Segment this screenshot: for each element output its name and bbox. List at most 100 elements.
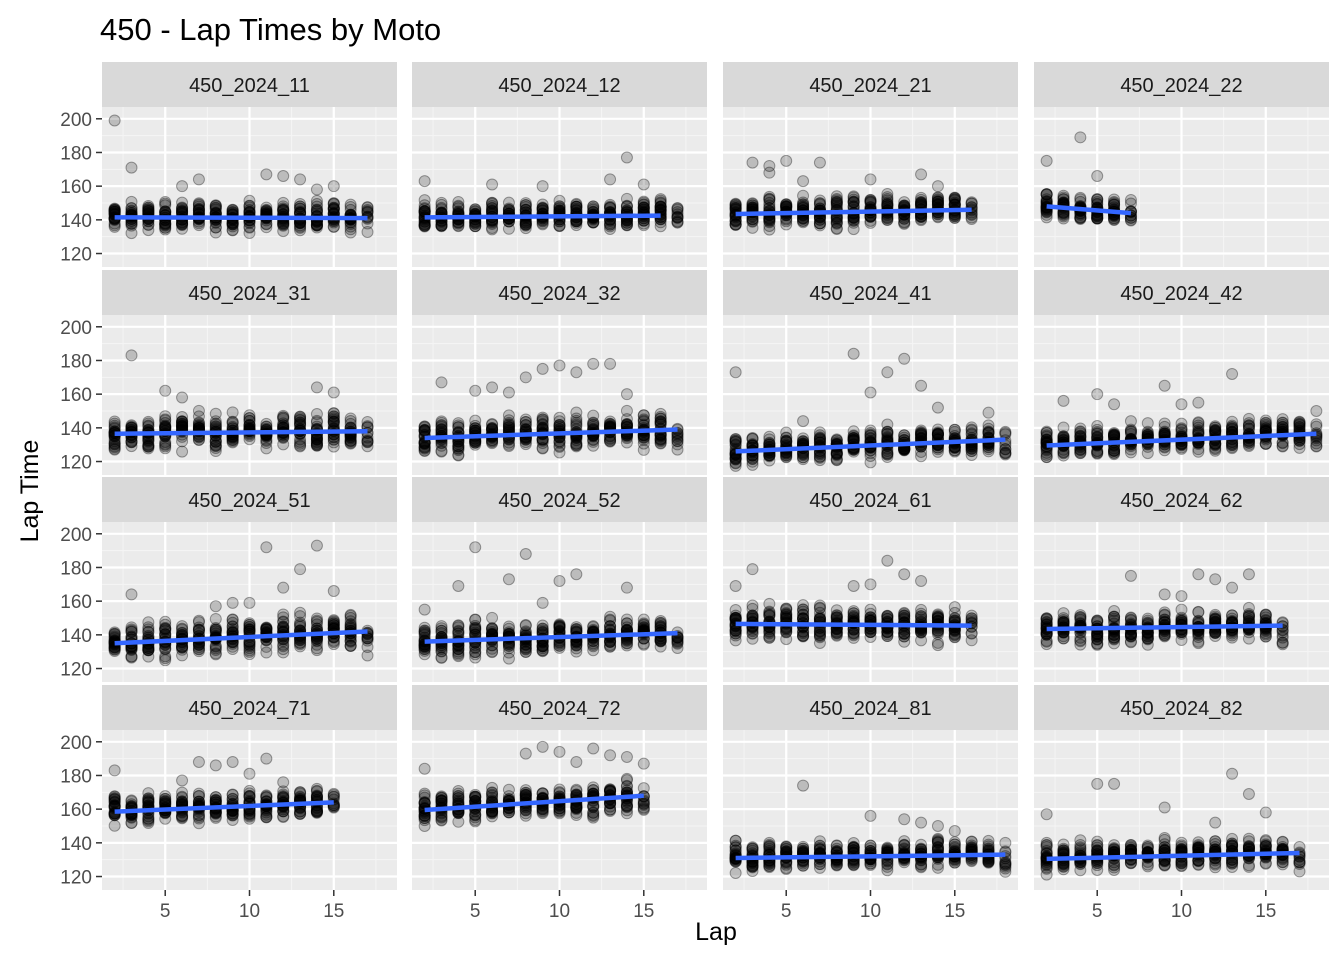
facet-strip [102, 62, 397, 107]
data-point [108, 203, 121, 216]
data-point-outlier [294, 563, 307, 576]
data-point [948, 601, 961, 614]
data-point [108, 220, 121, 233]
data-point-outlier [813, 156, 826, 169]
data-point-outlier [277, 581, 290, 594]
trend-line [114, 215, 368, 221]
data-point [536, 413, 549, 426]
facet-strip-label: 450_2024_42 [1120, 283, 1242, 305]
y-tick-label: 180 [60, 558, 92, 579]
data-point [1108, 429, 1121, 442]
data-point [344, 198, 357, 211]
data-point-outlier [915, 168, 928, 181]
data-point [327, 197, 340, 210]
data-point [176, 196, 189, 209]
data-point-outlier [553, 574, 566, 587]
data-point [277, 622, 290, 635]
data-point [108, 204, 121, 217]
data-point [159, 199, 172, 212]
data-point [671, 438, 684, 451]
data-point [192, 624, 205, 637]
data-point [553, 446, 566, 459]
data-point-outlier [898, 568, 911, 581]
data-point [763, 454, 776, 467]
data-point [1141, 632, 1154, 645]
data-point [486, 223, 499, 236]
data-point [469, 645, 482, 658]
data-point [847, 196, 860, 209]
data-point [813, 454, 826, 467]
data-point-outlier [1091, 388, 1104, 401]
data-point [108, 204, 121, 217]
data-point [125, 202, 138, 215]
data-point [294, 202, 307, 215]
data-point-outlier [780, 154, 793, 167]
data-point [898, 630, 911, 643]
data-point-outlier [310, 539, 323, 552]
data-point [192, 410, 205, 423]
data-point [486, 611, 499, 624]
data-point [142, 199, 155, 212]
data-point [142, 203, 155, 216]
data-point [797, 453, 810, 466]
data-point [344, 226, 357, 239]
data-point-outlier [797, 415, 810, 428]
data-point [125, 227, 138, 240]
data-point [1310, 418, 1323, 431]
data-point [243, 418, 256, 431]
data-point-outlier [519, 548, 532, 560]
facet-strip-label: 450_2024_51 [188, 490, 310, 512]
data-point-outlier [1040, 154, 1053, 167]
data-point [142, 224, 155, 237]
data-point [192, 197, 205, 210]
data-point [604, 619, 617, 632]
data-point [729, 634, 742, 647]
data-point [830, 223, 843, 236]
data-point [1057, 616, 1070, 629]
data-point [142, 203, 155, 216]
data-point [813, 426, 826, 439]
data-point [797, 599, 810, 612]
y-tick-label: 120 [60, 453, 92, 474]
data-point-outlier [553, 359, 566, 372]
data-point [435, 196, 448, 209]
data-point [729, 624, 742, 637]
data-point [864, 447, 877, 460]
data-point [159, 195, 172, 208]
data-point [108, 205, 121, 218]
data-point [142, 438, 155, 451]
facet-strip-label: 450_2024_32 [498, 283, 620, 305]
data-point [654, 615, 667, 628]
data-point [108, 219, 121, 232]
data-point [361, 201, 374, 214]
facet-strip-label: 450_2024_61 [809, 490, 931, 512]
data-point-outlier [452, 580, 465, 592]
facet-strip-label: 450_2024_52 [498, 490, 620, 512]
facet-panel-450_2024_32: 450_2024_32 [412, 270, 707, 475]
data-point [209, 221, 222, 234]
data-point-outlier [418, 603, 431, 616]
data-point [999, 425, 1012, 438]
data-point [864, 196, 877, 209]
data-point-outlier [982, 406, 995, 419]
data-point-outlier [847, 580, 860, 592]
data-point [502, 652, 515, 665]
data-point [637, 637, 650, 650]
data-point-outlier [502, 573, 515, 586]
facet-strip-label: 450_2024_21 [809, 75, 931, 97]
data-point [192, 203, 205, 216]
data-point-outlier [1192, 568, 1205, 581]
y-tick-label: 200 [60, 110, 92, 131]
y-tick-label: 140 [60, 211, 92, 232]
y-tick-label: 120 [60, 245, 92, 266]
data-point [1209, 425, 1222, 438]
data-point [452, 449, 465, 462]
data-point-outlier [1124, 569, 1137, 582]
data-point-outlier [486, 381, 499, 394]
data-point [125, 195, 138, 208]
data-point [294, 221, 307, 234]
trend-line [424, 213, 661, 220]
data-point [915, 428, 928, 441]
y-tick-label: 200 [60, 525, 92, 546]
data-point [671, 215, 684, 228]
